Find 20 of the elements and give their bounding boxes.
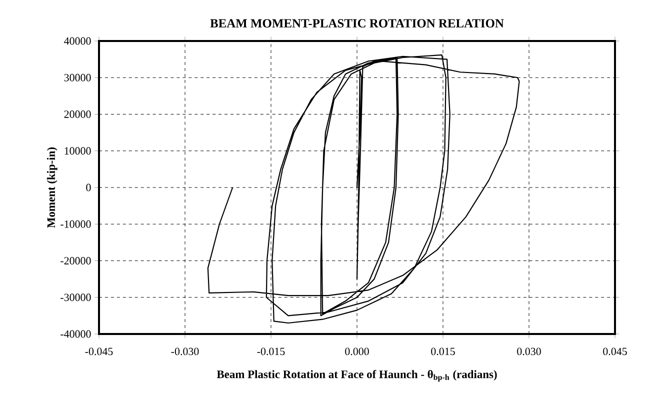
y-tick-label: 20000 (64, 110, 91, 118)
x-tick-label: -0.030 (171, 348, 199, 356)
line-series (207, 54, 520, 324)
y-tick-label: 40000 (64, 37, 91, 45)
x-tick-label: 0.015 (431, 348, 455, 356)
y-tick-label: 30000 (64, 74, 91, 82)
x-tick-label: 0.030 (517, 348, 541, 356)
x-tick-label: -0.045 (85, 348, 113, 356)
y-tick-label: 0 (86, 184, 91, 192)
x-tick-label: 0.000 (345, 348, 369, 356)
y-tick-label: -40000 (60, 330, 91, 338)
y-axis-title: Moment (kip-in) (46, 147, 58, 228)
chart-title: BEAM MOMENT-PLASTIC ROTATION RELATION (210, 19, 504, 28)
x-tick-label: -0.015 (257, 348, 285, 356)
x-axis-title: Beam Plastic Rotation at Face of Haunch - θ$_{bp-h}$ (radians) (216, 370, 497, 382)
x-tick-label: 0.045 (603, 348, 627, 356)
y-tick-label: -30000 (60, 294, 91, 302)
y-tick-label: -20000 (60, 257, 91, 264)
y-tick-label: 10000 (64, 147, 91, 155)
y-tick-label: -10000 (60, 220, 91, 228)
